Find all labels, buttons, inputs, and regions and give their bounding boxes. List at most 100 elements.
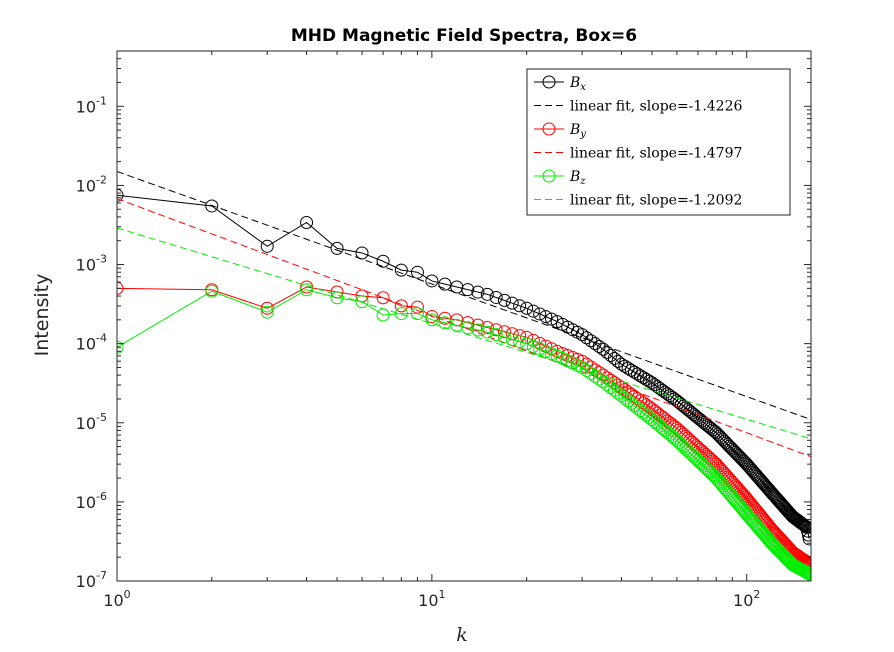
data-point-4-15	[489, 328, 503, 342]
chart-title: MHD Magnetic Field Spectra, Box=6	[291, 26, 637, 46]
data-point-0-9	[425, 274, 439, 288]
data-point-0-21	[533, 307, 547, 321]
x-tick-label-0: 100	[103, 588, 130, 610]
data-point-0-78	[707, 424, 721, 438]
data-point-0-14	[480, 287, 494, 301]
data-point-4-3	[300, 283, 314, 297]
x-axis-label: k	[456, 624, 468, 646]
data-point-0-41	[621, 361, 635, 375]
legend-marker-2	[542, 122, 556, 136]
data-point-4-16	[497, 330, 511, 344]
data-point-4-39	[614, 389, 628, 403]
data-point-4-38	[611, 386, 625, 400]
data-point-0-55	[660, 387, 674, 401]
data-point-4-19	[520, 337, 534, 351]
data-point-0-79	[709, 426, 723, 440]
data-point-2-14	[480, 321, 494, 335]
data-point-4-18	[513, 335, 527, 349]
axes-box	[116, 50, 812, 582]
data-point-4-37	[607, 383, 621, 397]
data-point-4-21	[533, 342, 547, 356]
series-1	[117, 171, 811, 421]
data-point-0-156	[801, 528, 811, 542]
data-point-0-18	[513, 299, 527, 313]
data-point-4-7	[394, 307, 408, 321]
data-point-4-159	[804, 568, 811, 581]
legend: Bx linear fit, slope=-1.4226 By linear fit,…	[526, 68, 791, 216]
data-point-2-6	[376, 291, 390, 305]
data-point-2-7	[394, 299, 408, 313]
y-tick-label-3: 10-4	[76, 332, 107, 354]
data-point-0-155	[801, 524, 811, 538]
y-tick-label-1: 10-6	[76, 490, 107, 512]
data-point-0-56	[663, 389, 677, 403]
data-point-4-12	[461, 321, 475, 335]
y-tick-label-5: 10-2	[76, 173, 107, 195]
data-point-0-8	[410, 265, 424, 279]
data-point-0-57	[665, 390, 679, 404]
x-tick-label-2: 102	[733, 588, 760, 610]
data-point-0-2	[260, 239, 274, 253]
data-point-0-60	[672, 396, 686, 410]
series-4	[117, 283, 811, 581]
data-point-2-9	[425, 310, 439, 324]
data-point-0-20	[526, 304, 540, 318]
data-point-0-39	[614, 357, 628, 371]
data-point-0-16	[497, 293, 511, 307]
data-point-2-15	[489, 323, 503, 337]
data-point-0-150	[796, 517, 810, 531]
data-point-0-12	[461, 283, 475, 297]
data-point-4-5	[355, 295, 369, 309]
data-point-4-1	[205, 284, 219, 298]
legend-label-5: linear fit, slope=-1.2092	[570, 193, 742, 209]
data-point-0-22	[539, 310, 553, 324]
data-point-4-9	[425, 313, 439, 327]
y-tick-label-4: 10-3	[76, 253, 107, 275]
y-tick-label-2: 10-5	[76, 411, 107, 433]
data-point-4-20	[526, 339, 540, 353]
data-point-0-23	[545, 312, 559, 326]
data-point-4-4	[330, 291, 344, 305]
data-point-4-22	[539, 344, 553, 358]
data-point-0-7	[394, 263, 408, 277]
legend-marker-4	[542, 169, 556, 183]
fit-line-3	[117, 198, 811, 458]
data-point-4-14	[480, 325, 494, 339]
data-point-0-4	[330, 241, 344, 255]
data-point-2-13	[471, 318, 485, 332]
data-point-0-15	[489, 290, 503, 304]
data-point-0-61	[674, 397, 688, 411]
data-point-4-40	[618, 391, 632, 405]
fit-line-1	[117, 171, 811, 421]
data-point-0-153	[799, 519, 811, 533]
x-tick-label-1: 101	[418, 588, 445, 610]
data-point-0-5	[355, 246, 369, 260]
data-point-0-80	[711, 427, 725, 441]
data-point-0-81	[713, 429, 727, 443]
data-point-0-0	[117, 188, 124, 202]
legend-label-0: Bx	[569, 75, 586, 93]
legend-label-1: linear fit, slope=-1.4226	[570, 99, 742, 115]
data-point-4-76	[704, 466, 718, 480]
y-tick-label-6: 10-1	[76, 94, 107, 116]
data-point-2-8	[410, 300, 424, 314]
data-point-4-74	[700, 463, 714, 477]
series-0	[117, 188, 811, 546]
y-axis-label: Intensity	[31, 274, 53, 357]
data-point-4-0	[117, 340, 124, 354]
data-point-4-77	[706, 468, 720, 482]
data-point-0-1	[205, 199, 219, 213]
legend-marker-0	[542, 75, 556, 89]
data-point-0-38	[611, 354, 625, 368]
legend-label-3: linear fit, slope=-1.4797	[570, 146, 742, 162]
data-point-0-17	[505, 296, 519, 310]
data-point-4-51	[650, 417, 664, 431]
legend-label-4: Bz	[569, 169, 586, 187]
data-point-4-13	[471, 323, 485, 337]
data-point-0-3	[300, 215, 314, 229]
data-point-4-73	[699, 461, 713, 475]
axes-layer: 100 101 102 10-7 10-6 10-5 10-4 10-3 10-2 10-1	[76, 50, 812, 610]
data-point-4-17	[505, 332, 519, 346]
data-point-0-29	[575, 328, 589, 342]
